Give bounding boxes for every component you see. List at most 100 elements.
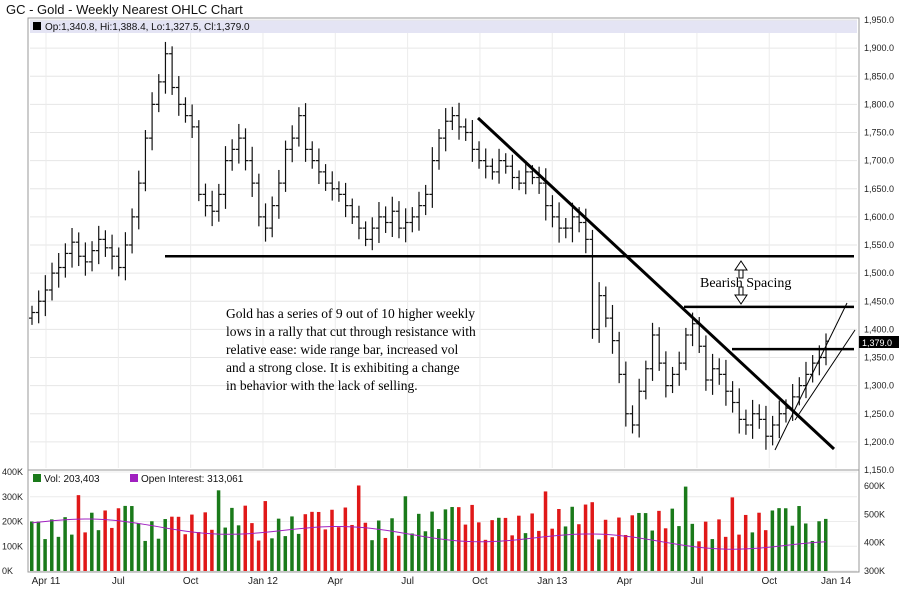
volume-bar bbox=[90, 512, 94, 571]
ohlc-bar bbox=[469, 120, 476, 162]
volume-bar bbox=[103, 510, 107, 571]
ohlc-bar bbox=[49, 262, 56, 301]
volume-bar bbox=[617, 517, 621, 571]
volume-bar bbox=[36, 521, 41, 571]
ohlc-bar bbox=[716, 358, 723, 385]
ohlc-bar bbox=[742, 409, 749, 435]
ohlc-bar bbox=[642, 360, 649, 400]
ohlc-bar bbox=[295, 107, 302, 147]
volume-bar bbox=[503, 517, 508, 571]
volume-bar bbox=[803, 523, 808, 571]
ohlc-bar bbox=[195, 120, 202, 202]
volume-bar bbox=[590, 502, 594, 571]
price-tick-label: 1,150.0 bbox=[864, 465, 894, 475]
note-line-5: in behavior with the lack of selling. bbox=[226, 378, 418, 393]
ohlc-bar bbox=[769, 415, 776, 446]
open-interest-axis: 300K 400K 500K 600K bbox=[864, 481, 885, 576]
volume-bar bbox=[557, 509, 561, 571]
ohlc-bar bbox=[449, 106, 456, 131]
volume-bar bbox=[737, 534, 741, 571]
ohlc-bar bbox=[389, 196, 396, 238]
ohlc-bar bbox=[709, 353, 716, 395]
vol-tick-label: 100K bbox=[2, 541, 23, 551]
ohlc-bar bbox=[55, 252, 62, 288]
volume-bar bbox=[510, 535, 514, 571]
volume-bar bbox=[630, 515, 635, 571]
volume-bar bbox=[303, 514, 308, 571]
ohlc-bar bbox=[289, 125, 296, 163]
volume-bar bbox=[650, 530, 655, 571]
ohlc-bar bbox=[429, 147, 436, 208]
volume-bar bbox=[170, 516, 174, 571]
ohlc-bar bbox=[649, 322, 656, 381]
ohlc-bar bbox=[562, 218, 569, 239]
volume-bar bbox=[230, 507, 234, 571]
downtrend-line bbox=[476, 116, 836, 451]
volume-bar bbox=[370, 540, 374, 571]
volume-bar bbox=[50, 519, 54, 571]
ohlc-bar bbox=[489, 158, 496, 180]
price-axis: 1,150.0 1,200.0 1,250.0 1,300.0 1,350.0 1,400… bbox=[864, 15, 894, 475]
price-gridlines bbox=[30, 19, 857, 570]
ohlc-bar bbox=[636, 378, 643, 438]
ohlc-bar bbox=[95, 225, 102, 265]
volume-bar bbox=[130, 506, 134, 571]
ohlc-bar bbox=[669, 366, 676, 394]
volume-bar bbox=[770, 510, 775, 571]
x-axis: Apr 11 Jul Oct Jan 12 Apr Jul Oct Jan 13 Apr Jul O… bbox=[32, 576, 852, 587]
price-tick-label: 1,550.0 bbox=[864, 240, 894, 250]
volume-bar bbox=[56, 536, 61, 571]
volume-bar bbox=[730, 497, 735, 571]
volume-bar bbox=[670, 508, 675, 571]
volume-bar bbox=[430, 511, 434, 571]
price-tick-label: 1,950.0 bbox=[864, 15, 894, 25]
volume-bar bbox=[490, 520, 494, 571]
volume-bar bbox=[216, 490, 221, 571]
volume-bar bbox=[690, 523, 695, 571]
volume-bar bbox=[550, 528, 554, 571]
ohlc-bar bbox=[569, 202, 576, 243]
ohlc-bar bbox=[129, 208, 136, 254]
volume-bar bbox=[316, 511, 321, 571]
volume-bar bbox=[710, 539, 715, 571]
volume-bar bbox=[663, 528, 668, 571]
ohlc-bar bbox=[776, 400, 783, 439]
volume-bar bbox=[563, 526, 568, 571]
ohlc-bar bbox=[62, 243, 69, 278]
volume-bar bbox=[396, 535, 401, 571]
ohlc-bar bbox=[582, 208, 589, 254]
volume-bar bbox=[643, 513, 648, 571]
volume-bar bbox=[457, 507, 461, 571]
ohlc-bar bbox=[235, 123, 242, 164]
ohlc-bar bbox=[309, 141, 316, 169]
oi-tick-label: 600K bbox=[864, 481, 885, 491]
ohlc-bar bbox=[756, 404, 763, 429]
note-line-3: relative ease: wide range bar, increased… bbox=[226, 342, 458, 357]
price-tick-label: 1,900.0 bbox=[864, 43, 894, 53]
ohlc-bar bbox=[415, 191, 422, 231]
volume-bar bbox=[376, 520, 381, 571]
volume-bar bbox=[523, 533, 528, 571]
volume-bar bbox=[296, 533, 301, 571]
ohlc-bar bbox=[395, 201, 402, 239]
volume-bar bbox=[116, 508, 121, 571]
ohlc-bar bbox=[282, 140, 289, 192]
volume-bar bbox=[123, 505, 127, 571]
volume-bar bbox=[443, 509, 448, 571]
volume-bar bbox=[183, 534, 187, 571]
oi-tick-label: 500K bbox=[864, 509, 885, 519]
ohlc-bar bbox=[442, 108, 449, 152]
volume-bar bbox=[150, 521, 154, 571]
price-tick-label: 1,600.0 bbox=[864, 212, 894, 222]
ohlc-bar bbox=[476, 141, 483, 169]
ohlc-bar bbox=[35, 290, 42, 324]
price-tick-label: 1,500.0 bbox=[864, 268, 894, 278]
volume-bar bbox=[163, 519, 167, 571]
ohlc-bar bbox=[496, 148, 503, 184]
ohlc-bar bbox=[662, 351, 669, 398]
price-tick-label: 1,700.0 bbox=[864, 156, 894, 166]
ohlc-legend-text: Op:1,340.8, Hi:1,388.4, Lo:1,327.5, Cl:1… bbox=[45, 22, 250, 33]
volume-bars bbox=[30, 485, 828, 571]
volume-bar bbox=[530, 513, 534, 571]
volume-bar bbox=[250, 523, 254, 571]
